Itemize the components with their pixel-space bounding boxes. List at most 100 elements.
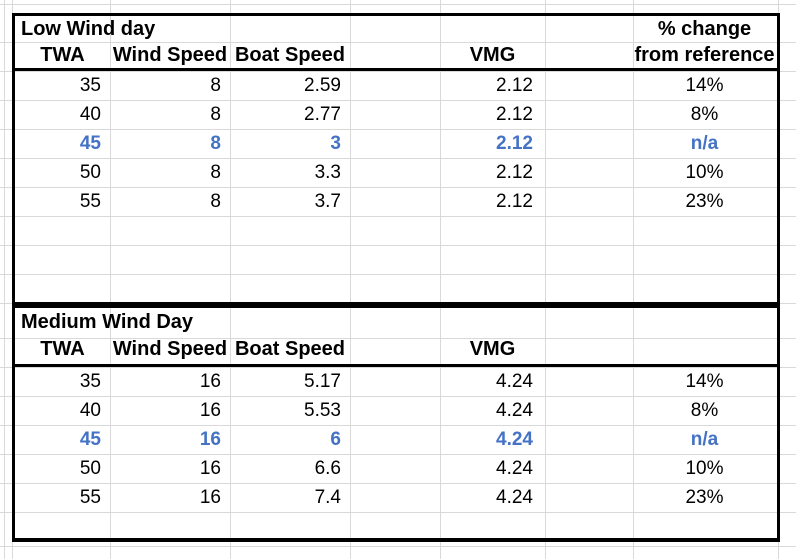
cell-boat[interactable]: 6.6 [314, 457, 341, 479]
gridline-horizontal [0, 546, 796, 547]
cell-boat[interactable]: 5.53 [304, 399, 341, 421]
table1-pct-header-line1[interactable]: % change [657, 17, 752, 40]
cell-boat[interactable]: 2.59 [304, 74, 341, 96]
cell-boat[interactable]: 3 [330, 132, 341, 154]
cell-boat[interactable]: 5.17 [304, 370, 341, 392]
gridline-vertical [440, 0, 441, 559]
gridline-horizontal [0, 100, 796, 101]
table-row: 35 16 5.17 4.24 14% [0, 367, 796, 396]
cell-vmg[interactable]: 4.24 [496, 486, 533, 508]
cell-vmg[interactable]: 4.24 [496, 399, 533, 421]
cell-pct[interactable]: n/a [690, 428, 719, 450]
gridline-vertical [110, 0, 111, 559]
gridline-horizontal [0, 367, 796, 368]
table1-pct-header-line2[interactable]: from reference [634, 43, 775, 66]
gridline-horizontal [0, 274, 796, 275]
cell-vmg[interactable]: 4.24 [496, 457, 533, 479]
table-row: 45 16 6 4.24 n/a [0, 425, 796, 454]
table-border-line [12, 364, 780, 367]
gridline-horizontal [0, 4, 796, 5]
table-row: 55 8 3.7 2.12 23% [0, 187, 796, 216]
cell-vmg[interactable]: 2.12 [496, 190, 533, 212]
cell-vmg[interactable]: 2.12 [496, 161, 533, 183]
gridline-vertical [633, 0, 634, 559]
gridline-horizontal [0, 158, 796, 159]
table2-header-twa[interactable]: TWA [40, 337, 85, 360]
cell-twa[interactable]: 55 [79, 486, 101, 508]
table1-header-vmg[interactable]: VMG [469, 43, 516, 66]
cell-pct[interactable]: 14% [685, 370, 724, 392]
table-border-line [12, 13, 15, 542]
cell-wind[interactable]: 8 [210, 161, 221, 183]
table-border-line [12, 538, 780, 542]
table2-pct-header-line1[interactable] [633, 308, 776, 336]
cell-twa[interactable]: 55 [79, 190, 101, 212]
table-row: 45 8 3 2.12 n/a [0, 129, 796, 158]
cell-pct[interactable]: 10% [685, 457, 724, 479]
cell-pct[interactable]: 8% [690, 103, 719, 125]
table-row: 50 16 6.6 4.24 10% [0, 454, 796, 483]
cell-pct[interactable]: 8% [690, 399, 719, 421]
cell-twa[interactable]: 50 [79, 161, 101, 183]
table1-header-twa[interactable]: TWA [40, 43, 85, 66]
table2-header-wind-speed[interactable]: Wind Speed [112, 337, 228, 360]
table2-header-vmg[interactable]: VMG [469, 337, 516, 360]
cell-twa[interactable]: 40 [79, 399, 101, 421]
gridline-horizontal [0, 512, 796, 513]
cell-twa[interactable]: 50 [79, 457, 101, 479]
cell-pct[interactable]: n/a [690, 132, 719, 154]
cell-vmg[interactable]: 4.24 [496, 370, 533, 392]
table-row: 40 8 2.77 2.12 8% [0, 100, 796, 129]
cell-pct[interactable]: 14% [685, 74, 724, 96]
table1-header-boat-speed[interactable]: Boat Speed [234, 43, 346, 66]
cell-boat[interactable]: 7.4 [314, 486, 341, 508]
cell-vmg[interactable]: 2.12 [496, 74, 533, 96]
gridline-horizontal [0, 216, 796, 217]
table-row: 50 8 3.3 2.12 10% [0, 158, 796, 187]
cell-wind[interactable]: 8 [210, 132, 221, 154]
gridline-horizontal [0, 425, 796, 426]
gridline-horizontal [0, 245, 796, 246]
table-row: 55 16 7.4 4.24 23% [0, 483, 796, 512]
table2-pct-header-line2[interactable] [633, 336, 776, 362]
cell-wind[interactable]: 8 [210, 103, 221, 125]
table-row: 40 16 5.53 4.24 8% [0, 396, 796, 425]
cell-vmg[interactable]: 2.12 [496, 103, 533, 125]
table1-header-wind-speed[interactable]: Wind Speed [112, 43, 228, 66]
gridline-vertical [230, 0, 231, 559]
cell-vmg[interactable]: 2.12 [496, 132, 533, 154]
cell-twa[interactable]: 45 [79, 428, 101, 450]
cell-twa[interactable]: 40 [79, 103, 101, 125]
table2-title-cell[interactable]: Medium Wind Day [21, 310, 194, 333]
cell-wind[interactable]: 8 [210, 190, 221, 212]
cell-pct[interactable]: 23% [685, 486, 724, 508]
gridline-horizontal [0, 129, 796, 130]
cell-wind[interactable]: 16 [199, 457, 221, 479]
gridline-horizontal [0, 483, 796, 484]
cell-wind[interactable]: 16 [199, 486, 221, 508]
cell-twa[interactable]: 35 [79, 370, 101, 392]
cell-twa[interactable]: 35 [79, 74, 101, 96]
table-row: 35 8 2.59 2.12 14% [0, 71, 796, 100]
cell-wind[interactable]: 16 [199, 428, 221, 450]
cell-vmg[interactable]: 4.24 [496, 428, 533, 450]
cell-pct[interactable]: 23% [685, 190, 724, 212]
cell-twa[interactable]: 45 [79, 132, 101, 154]
cell-boat[interactable]: 3.7 [314, 190, 341, 212]
gridline-horizontal [0, 42, 796, 43]
table2-header-boat-speed[interactable]: Boat Speed [234, 337, 346, 360]
cell-wind[interactable]: 16 [199, 399, 221, 421]
cell-pct[interactable]: 10% [685, 161, 724, 183]
gridline-horizontal [0, 71, 796, 72]
table-border-line [12, 13, 780, 16]
cell-boat[interactable]: 3.3 [314, 161, 341, 183]
gridline-vertical [350, 0, 351, 559]
cell-boat[interactable]: 2.77 [304, 103, 341, 125]
gridline-horizontal [0, 396, 796, 397]
table1-title-cell[interactable]: Low Wind day [21, 17, 156, 40]
cell-wind[interactable]: 8 [210, 74, 221, 96]
cell-boat[interactable]: 6 [330, 428, 341, 450]
gridline-horizontal [0, 187, 796, 188]
cell-wind[interactable]: 16 [199, 370, 221, 392]
